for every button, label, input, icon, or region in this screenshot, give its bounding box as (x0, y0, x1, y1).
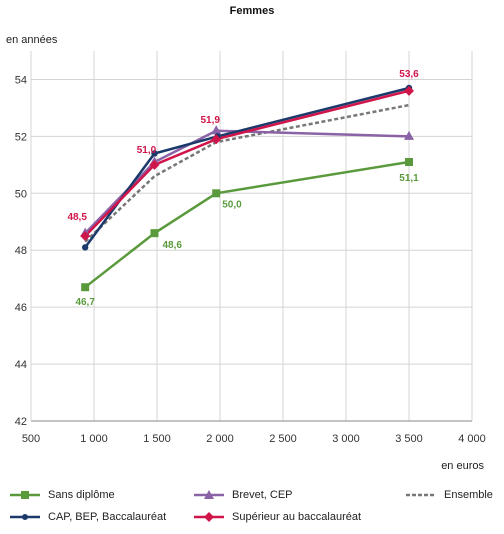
marker-sans-dipl-me (212, 189, 221, 198)
y-tick-label: 42 (15, 416, 27, 428)
marker-sup-rieur-au-baccalaur-at (211, 134, 222, 145)
legend-label-cap-bep-bac: CAP, BEP, Baccalauréat (48, 511, 167, 523)
data-label-sans-diplome: 46,7 (75, 297, 95, 308)
legend-item-ensemble: Ensemble (404, 489, 493, 501)
data-label-sans-diplome: 50,0 (222, 199, 242, 210)
legend-item-cap-bep-bac: CAP, BEP, Baccalauréat (8, 511, 166, 523)
legend-label-brevet: Brevet, CEP (232, 489, 293, 501)
y-tick-label: 44 (15, 359, 27, 371)
x-tick-label: 1 500 (143, 433, 171, 445)
x-tick-label: 1 000 (80, 433, 108, 445)
y-tick-label: 46 (15, 302, 27, 314)
legend: Sans diplôme Brevet, CEP Ensemble CAP, B… (0, 487, 504, 531)
y-axis-label: en années (6, 34, 58, 46)
marker-sans-dipl-me (150, 229, 159, 238)
x-tick-label: 500 (22, 433, 40, 445)
legend-item-superieur-bac: Supérieur au baccalauréat (192, 511, 361, 523)
legend-swatch-sans-diplome (10, 491, 40, 499)
data-labels: 46,7 48,6 50,0 51,1 48,5 51,0 51,9 53,6 (67, 69, 419, 308)
legend-swatch-cap-bep-bac (10, 514, 40, 520)
x-axis-label: en euros (441, 460, 484, 472)
data-label-sans-diplome: 48,6 (162, 240, 182, 251)
series-line-sup-rieur-au-baccalaur-at (84, 89, 410, 237)
y-tick-label: 50 (15, 188, 27, 200)
marker-cap-bep-baccalaur-at (81, 244, 89, 251)
legend-swatch-superieur-bac (194, 512, 224, 522)
marker-brevet-cep (404, 130, 414, 140)
marker-sup-rieur-au-baccalaur-at (404, 85, 414, 96)
legend-item-sans-diplome: Sans diplôme (8, 489, 115, 501)
marker-brevet-cep (211, 125, 222, 135)
legend-label-ensemble: Ensemble (444, 489, 493, 501)
y-tick-label: 48 (15, 245, 27, 257)
marker-sup-rieur-au-baccalaur-at (149, 159, 160, 170)
x-tick-labels: 500 1 000 1 500 2 000 2 500 3 000 3 500 4 000 (22, 433, 486, 445)
y-tick-labels: 42 44 46 48 50 52 54 (15, 74, 27, 428)
marker-sans-dipl-me (81, 283, 90, 292)
marker-sup-rieur-au-baccalaur-at (80, 231, 91, 241)
data-label-superieur-bac: 51,9 (200, 115, 220, 126)
x-tick-label: 3 500 (395, 433, 423, 445)
series-markers (80, 84, 414, 292)
legend-swatch-brevet (194, 490, 224, 499)
series-lines (84, 86, 410, 289)
legend-swatch-ensemble (406, 493, 436, 497)
data-label-superieur-bac: 51,0 (137, 145, 157, 156)
y-tick-label: 54 (15, 74, 27, 86)
data-label-superieur-bac: 53,6 (399, 69, 419, 80)
x-tick-label: 2 000 (206, 433, 234, 445)
series-line-cap-bep-baccalaur-at (84, 86, 410, 249)
chart-canvas: Femmes en années 42 44 46 48 50 52 54 500 1 000… (6, 5, 486, 472)
marker-cap-bep-baccalaur-at (151, 150, 158, 157)
x-tick-label: 4 000 (458, 433, 486, 445)
legend-label-sans-diplome: Sans diplôme (48, 489, 115, 501)
data-label-sans-diplome: 51,1 (399, 173, 419, 184)
y-tick-label: 52 (15, 131, 27, 143)
legend-label-superieur-bac: Supérieur au baccalauréat (232, 511, 362, 523)
chart-title: Femmes (230, 5, 275, 17)
series-line-sans-dipl-me (84, 160, 410, 289)
x-tick-label: 2 500 (269, 433, 297, 445)
series-line-ensemble (84, 103, 410, 243)
data-label-superieur-bac: 48,5 (67, 212, 87, 223)
legend-item-brevet: Brevet, CEP (192, 489, 293, 501)
x-tick-label: 3 000 (332, 433, 360, 445)
marker-sans-dipl-me (405, 158, 413, 166)
